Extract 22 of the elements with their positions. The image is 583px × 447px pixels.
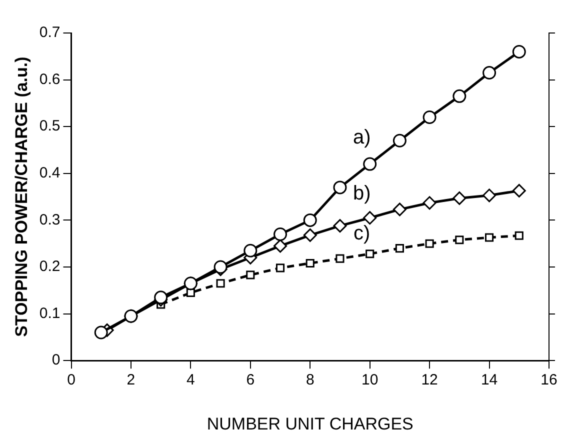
y-axis-title: STOPPING POWER/CHARGE (a.u.) xyxy=(12,56,31,337)
x-tick-label: 6 xyxy=(246,372,255,389)
x-tick-label: 8 xyxy=(306,372,314,389)
y-tick-label: 0.1 xyxy=(39,304,60,322)
y-tick-label: 0.4 xyxy=(39,164,60,182)
y-tick-label: 0.5 xyxy=(39,118,60,135)
y-tick-label: 0 xyxy=(52,352,60,369)
annotation: c) xyxy=(354,222,370,244)
x-axis-title: NUMBER UNIT CHARGES xyxy=(206,414,414,434)
y-tick-label: 0.2 xyxy=(39,258,60,276)
y-tick-label: 0.7 xyxy=(39,24,60,42)
x-tick-label: 14 xyxy=(480,372,498,389)
x-tick-label: 0 xyxy=(67,372,76,389)
x-tick-label: 16 xyxy=(540,372,558,389)
annotation: a) xyxy=(352,126,371,149)
annotation: b) xyxy=(352,182,371,204)
x-tick-label: 10 xyxy=(362,372,378,389)
x-tick-label: 12 xyxy=(421,372,438,389)
y-tick-label: 0.3 xyxy=(39,211,60,228)
x-tick-label: 2 xyxy=(126,372,136,389)
y-tick-label: 0.6 xyxy=(39,70,60,88)
x-tick-label: 4 xyxy=(186,372,195,389)
